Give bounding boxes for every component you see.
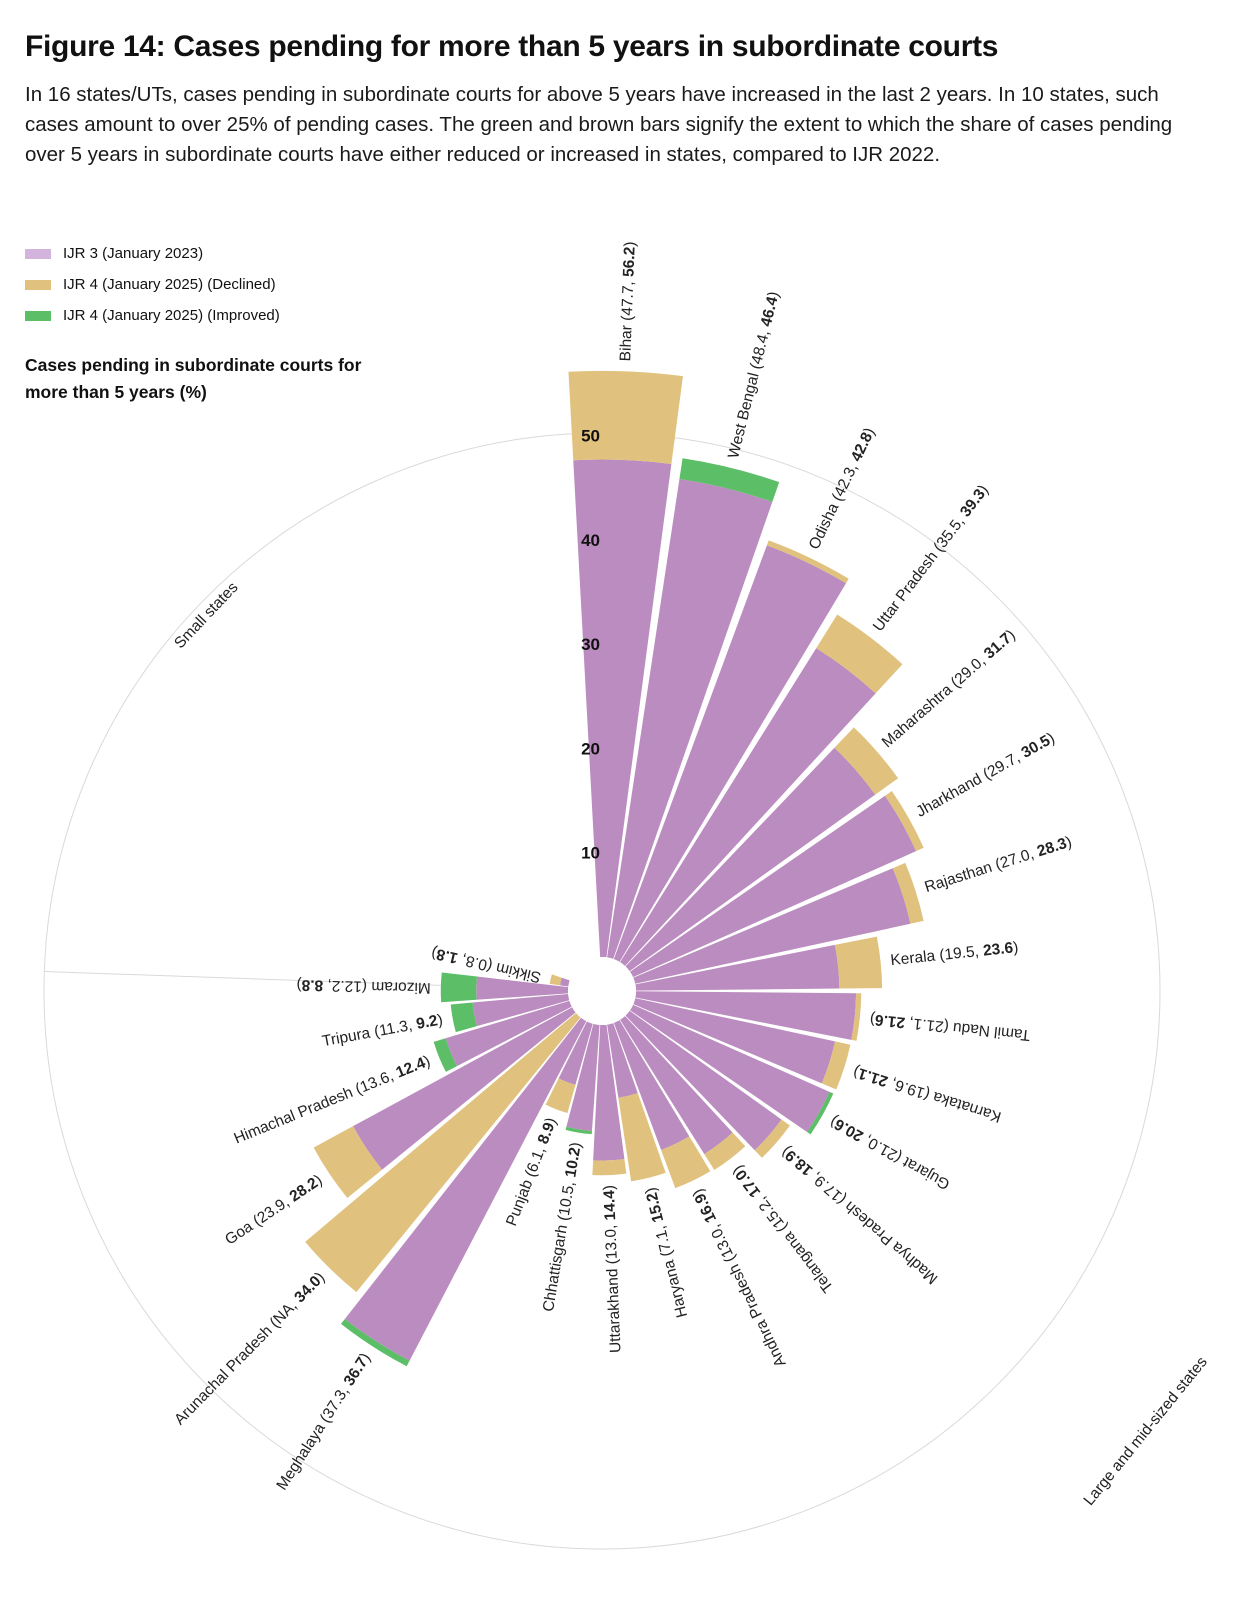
legend-swatch-improved	[25, 310, 51, 321]
bar-sikkim-ijr3	[560, 977, 570, 987]
bar-karnataka-ijr3	[633, 998, 836, 1084]
legend-swatch-ijr3	[25, 248, 51, 259]
legend-item-ijr3: IJR 3 (January 2023)	[25, 238, 280, 269]
bar-himachal-pradesh-ijr3	[445, 1000, 572, 1067]
value-tick-label: 50	[581, 427, 600, 446]
chart-title: Figure 14: Cases pending for more than 5…	[25, 30, 999, 63]
chart-subtitle: In 16 states/UTs, cases pending in subor…	[25, 83, 1173, 166]
bar-odisha-declined	[766, 540, 849, 584]
category-label-mizoram: Mizoram (12.2, 8.8)	[296, 976, 431, 996]
category-label-uttar-pradesh: Uttar Pradesh (35.5, 39.3)	[870, 482, 992, 635]
category-label-maharashtra: Maharashtra (29.0, 31.7)	[879, 627, 1019, 752]
bar-tripura-ijr3	[472, 994, 570, 1027]
legend-swatch-declined	[25, 279, 51, 290]
bar-sikkim-declined	[549, 974, 562, 986]
value-tick-label: 20	[581, 739, 600, 758]
bar-tamil-nadu-declined	[851, 993, 862, 1041]
bar-madhya-pradesh-ijr3	[625, 1010, 782, 1151]
bar-mizoram-ijr3	[476, 976, 569, 1000]
category-label-odisha: Odisha (42.3, 42.8)	[806, 425, 879, 552]
bar-bihar-ijr3	[573, 459, 672, 958]
category-label-bihar: Bihar (47.7, 56.2)	[617, 241, 639, 361]
bar-jharkhand-declined	[884, 791, 924, 852]
bar-goa-declined	[313, 1126, 383, 1198]
bar-uttarakhand-ijr3	[593, 1024, 625, 1161]
category-label-jharkhand: Jharkhand (29.7, 30.5)	[913, 730, 1057, 821]
category-label-rajasthan: Rajasthan (27.0, 28.3)	[923, 834, 1074, 897]
category-label-uttarakhand: Uttarakhand (13.0, 14.4)	[601, 1185, 625, 1354]
bar-gujarat-ijr3	[630, 1004, 830, 1132]
value-tick-label: 30	[581, 635, 600, 654]
legend-label-improved: IJR 4 (January 2025) (Improved)	[63, 307, 280, 324]
bar-andhra-pradesh-declined	[661, 1136, 711, 1189]
bar-rajasthan-ijr3	[633, 868, 911, 984]
bar-tamil-nadu-ijr3	[635, 991, 857, 1040]
category-label-goa: Goa (23.9, 28.2)	[222, 1172, 325, 1249]
bar-chhattisgarh-improved	[565, 1126, 592, 1135]
category-label-kerala: Kerala (19.5, 23.6)	[890, 939, 1019, 969]
value-tick-label: 40	[581, 531, 600, 550]
bar-chhattisgarh-ijr3	[566, 1023, 600, 1132]
bar-west-bengal-improved	[679, 458, 780, 502]
bar-punjab-declined	[545, 1078, 576, 1114]
bar-goa-ijr3	[353, 1007, 576, 1170]
bar-himachal-pradesh-improved	[433, 1038, 457, 1072]
bar-andhra-pradesh-ijr3	[613, 1020, 690, 1150]
category-label-meghalaya: Meghalaya (37.3, 36.7)	[274, 1350, 375, 1493]
category-label-chhattisgarh: Chhattisgarh (10.5, 10.2)	[540, 1141, 585, 1313]
bar-madhya-pradesh-declined	[754, 1119, 790, 1158]
bar-kerala-declined	[834, 936, 883, 989]
legend-item-improved: IJR 4 (January 2025) (Improved)	[25, 300, 280, 331]
bar-odisha-ijr3	[613, 545, 847, 962]
legend: IJR 3 (January 2023) IJR 4 (January 2025…	[25, 238, 280, 331]
center-hole	[568, 957, 636, 1025]
bar-jharkhand-ijr3	[629, 795, 917, 978]
group-label-large-states: Large and mid-sized states	[1081, 1353, 1211, 1509]
legend-label-ijr3: IJR 3 (January 2023)	[63, 245, 204, 262]
bar-haryana-ijr3	[607, 1023, 638, 1098]
bar-uttar-pradesh-declined	[816, 614, 903, 694]
value-axis-title: Cases pending in subordinate courts for …	[25, 355, 362, 402]
bar-uttar-pradesh-ijr3	[620, 648, 876, 966]
bar-mizoram-improved	[440, 972, 478, 1003]
bar-maharashtra-ijr3	[625, 747, 876, 972]
bar-meghalaya-improved	[340, 1318, 410, 1367]
bar-karnataka-declined	[821, 1041, 851, 1090]
category-label-haryana: Haryana (7.1, 15.2)	[642, 1186, 691, 1320]
legend-label-declined: IJR 4 (January 2025) (Declined)	[63, 276, 276, 293]
group-label-small-states: Small states	[171, 579, 242, 652]
bar-meghalaya-ijr3	[344, 1017, 587, 1361]
bar-punjab-ijr3	[558, 1021, 593, 1085]
category-label-west-bengal: West Bengal (48.4, 46.4)	[725, 290, 783, 460]
bar-tripura-improved	[450, 1002, 477, 1033]
bar-arunachal-pradesh-declined	[305, 1012, 581, 1293]
category-label-gujarat: Gujarat (21.0, 20.6)	[827, 1112, 953, 1192]
bar-bihar-declined	[568, 370, 683, 465]
bar-gujarat-improved	[807, 1091, 834, 1135]
bar-kerala-ijr3	[635, 944, 840, 991]
value-tick-label: 10	[581, 844, 600, 863]
category-label-arunachal-pradesh: Arunachal Pradesh (NA, 34.0)	[171, 1269, 328, 1428]
category-label-tripura: Tripura (11.3, 9.2)	[321, 1011, 444, 1050]
bar-rajasthan-declined	[892, 862, 924, 924]
bar-uttarakhand-declined	[592, 1159, 627, 1176]
category-label-tamil-nadu: Tamil Nadu (21.1, 21.6)	[869, 1010, 1031, 1043]
bar-telangana-ijr3	[620, 1015, 733, 1155]
bar-telangana-declined	[704, 1132, 746, 1171]
bar-maharashtra-declined	[834, 727, 899, 795]
category-label-karnataka: Karnataka (19.6, 21.1)	[851, 1063, 1003, 1126]
legend-item-declined: IJR 4 (January 2025) (Declined)	[25, 269, 280, 300]
bar-west-bengal-ijr3	[607, 478, 773, 959]
bar-haryana-declined	[618, 1092, 666, 1182]
